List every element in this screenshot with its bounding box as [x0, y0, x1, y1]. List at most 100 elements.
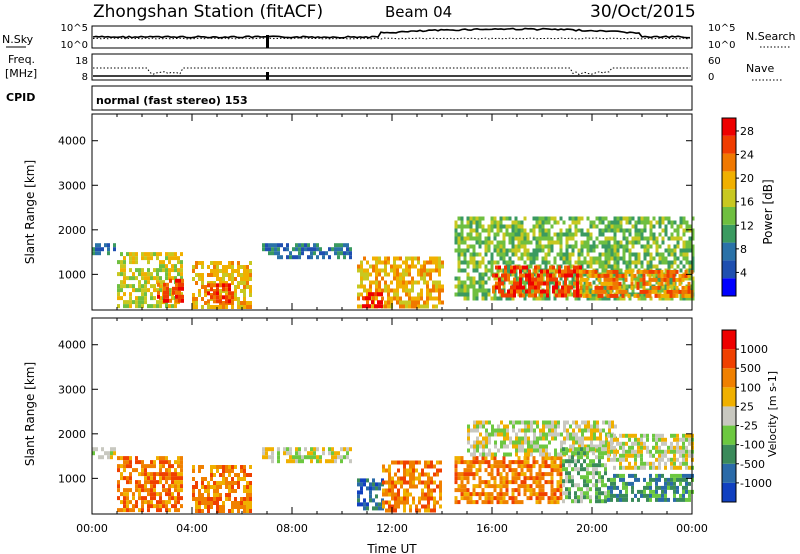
- power-cells-cell: [357, 284, 360, 289]
- power-cells-cell: [95, 243, 98, 248]
- vel-cells-cell: [298, 455, 301, 460]
- power-cells-cell: [570, 269, 573, 274]
- power-cells-cell: [583, 256, 587, 261]
- power-cells-cell: [520, 220, 524, 225]
- vel-cells-cell: [616, 457, 619, 462]
- power-cells-cell: [558, 273, 561, 278]
- power-cells-cell: [168, 288, 171, 293]
- power-cells-cell: [426, 260, 429, 265]
- power-cells-cell: [201, 277, 204, 281]
- power-cells-cell: [676, 244, 680, 249]
- power-cells-cell: [654, 277, 658, 282]
- vel-cells-cell: [682, 445, 685, 450]
- power-cells-cell: [435, 280, 438, 285]
- vel-cells-cell: [571, 483, 574, 488]
- vel-cells-cell: [631, 445, 634, 450]
- vel-cells-cell: [289, 455, 292, 460]
- power-cells-cell: [634, 280, 638, 285]
- power-cells-cell: [550, 216, 554, 221]
- power-cells-cell: [435, 304, 438, 309]
- power-cells-cell: [168, 276, 171, 281]
- vel-cells-cell: [231, 509, 234, 513]
- power-cells-cell: [621, 289, 625, 294]
- vel-cells-cell: [472, 492, 476, 497]
- power-cells-cell: [216, 295, 219, 300]
- vel-cells-cell: [493, 484, 497, 489]
- vel-cells-cell: [403, 492, 406, 497]
- power-cells-cell: [420, 272, 423, 277]
- power-cells-cell: [507, 277, 510, 282]
- power-cells-cell: [463, 268, 467, 273]
- power-cells-cell: [328, 255, 331, 260]
- power-cells-cell: [567, 269, 570, 274]
- power-cells-cell: [592, 260, 596, 265]
- vel-cells-cell: [234, 489, 237, 493]
- power-cells-cell: [604, 260, 608, 265]
- power-cells-cell: [637, 216, 641, 221]
- vel-cells-cell: [604, 451, 607, 456]
- power-cells-cell: [460, 236, 464, 241]
- power-cells-cell: [589, 288, 593, 293]
- vel-cells-cell: [499, 480, 503, 485]
- vel-cells-cell: [548, 420, 551, 425]
- power-cells-cell: [561, 285, 564, 290]
- power-cells-cell: [371, 292, 374, 297]
- vel-cells-cell: [509, 452, 512, 457]
- power-cells-cell: [375, 264, 378, 269]
- vel-cells-cell: [473, 448, 476, 453]
- vel-cells-cell: [228, 509, 231, 513]
- power-cells-cell: [616, 256, 620, 261]
- vel-cells-cell: [572, 428, 575, 433]
- power-cells-cell: [340, 247, 343, 252]
- power-cells-cell: [463, 252, 467, 257]
- power-cells-cell: [417, 304, 420, 309]
- power-cells-cell: [298, 255, 301, 260]
- power-cells-cell: [487, 228, 491, 233]
- vel-cells-cell: [123, 476, 126, 481]
- vel-cells-cell: [304, 447, 307, 452]
- vel-cells-cell: [545, 444, 548, 449]
- power-cells-cell: [216, 291, 219, 296]
- vel-cells-cell: [369, 482, 372, 487]
- power-cells-cell: [396, 268, 399, 273]
- power-cells-cell: [520, 256, 524, 261]
- power-cells-cell: [630, 285, 634, 290]
- vel-cells-cell: [559, 464, 563, 469]
- power-cells-cell: [622, 244, 626, 249]
- vel-cells-cell: [409, 508, 412, 513]
- vel-cells-cell: [652, 437, 655, 442]
- vel-cells-cell: [403, 508, 406, 513]
- vel-cells-cell: [586, 471, 589, 476]
- power-cells-cell: [234, 277, 237, 281]
- vel-cells-cell: [171, 484, 174, 489]
- vel-cells-cell: [113, 451, 116, 456]
- power-cells-cell: [537, 285, 540, 290]
- power-cells-cell: [487, 232, 491, 237]
- power-cells-cell: [469, 220, 473, 225]
- power-cells-cell: [502, 232, 506, 237]
- vel-cells-cell: [574, 483, 577, 488]
- vel-cells-cell: [159, 460, 162, 465]
- vel-cells-cell: [120, 476, 123, 481]
- power-cells-cell: [156, 304, 159, 309]
- vel-cells-cell: [319, 459, 322, 464]
- power-cells-cell: [630, 269, 634, 274]
- power-cells-cell: [162, 280, 165, 285]
- vel-cells-cell: [126, 488, 129, 493]
- vel-cells-cell: [457, 456, 461, 461]
- power-cells-cell: [558, 265, 561, 270]
- power-cells-cell: [682, 244, 686, 249]
- power-cells-cell: [153, 252, 156, 257]
- vel-cells-cell: [637, 449, 640, 454]
- power-cells-cell: [646, 272, 650, 277]
- power-cells-cell: [688, 240, 692, 245]
- vel-cells-cell: [490, 492, 494, 497]
- power-cells-cell: [565, 248, 569, 253]
- power-cells-cell: [631, 292, 635, 297]
- power-cells-cell: [622, 232, 626, 237]
- vel-cells-cell: [505, 500, 509, 505]
- vel-cells-cell: [544, 492, 548, 497]
- power-cells-cell: [601, 260, 605, 265]
- power-cells-cell: [207, 299, 210, 304]
- vel-cells-cell: [378, 486, 381, 491]
